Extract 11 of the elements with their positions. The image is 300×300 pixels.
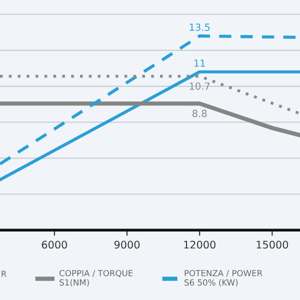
legend-label: COPPIA / TORQUE S1(NM) (60, 270, 133, 287)
x-tick-label: 12000 (184, 240, 216, 249)
text: R (2, 270, 6, 277)
data-label: 13.5 (190, 24, 210, 31)
legend-label: POTENZA / POWER S6 50% (KW) (184, 270, 262, 287)
x-tick-label: 9000 (114, 240, 140, 249)
x-tick-label: 15000 (256, 240, 288, 249)
data-label: 10.7 (190, 82, 210, 90)
data-label: 8.8 (192, 110, 207, 118)
x-tick-label: 6000 (42, 240, 67, 249)
data-label: 11 (194, 60, 205, 67)
